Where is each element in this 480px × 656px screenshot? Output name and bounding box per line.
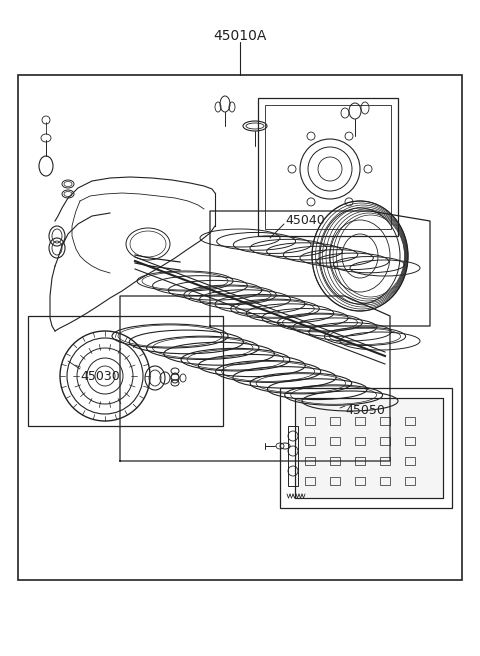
Bar: [330, 457, 340, 465]
Bar: [305, 477, 315, 485]
Text: 45050: 45050: [345, 405, 385, 417]
Bar: [305, 437, 315, 445]
Bar: [355, 477, 365, 485]
Bar: [280, 388, 452, 508]
Bar: [355, 417, 365, 425]
Bar: [405, 457, 415, 465]
Bar: [380, 417, 390, 425]
Bar: [355, 457, 365, 465]
Bar: [295, 398, 443, 498]
Bar: [258, 98, 398, 236]
Bar: [380, 477, 390, 485]
Bar: [18, 75, 462, 580]
Bar: [330, 417, 340, 425]
Bar: [330, 477, 340, 485]
Bar: [330, 437, 340, 445]
Bar: [405, 417, 415, 425]
Bar: [288, 426, 298, 486]
Bar: [305, 417, 315, 425]
Bar: [28, 316, 223, 426]
Bar: [295, 398, 443, 498]
Text: 45040: 45040: [285, 215, 325, 228]
Text: 45010A: 45010A: [213, 29, 267, 43]
Bar: [305, 457, 315, 465]
Text: 45030: 45030: [80, 369, 120, 382]
Bar: [405, 477, 415, 485]
Bar: [380, 437, 390, 445]
Bar: [265, 105, 391, 229]
Bar: [355, 437, 365, 445]
Bar: [380, 457, 390, 465]
Bar: [405, 437, 415, 445]
